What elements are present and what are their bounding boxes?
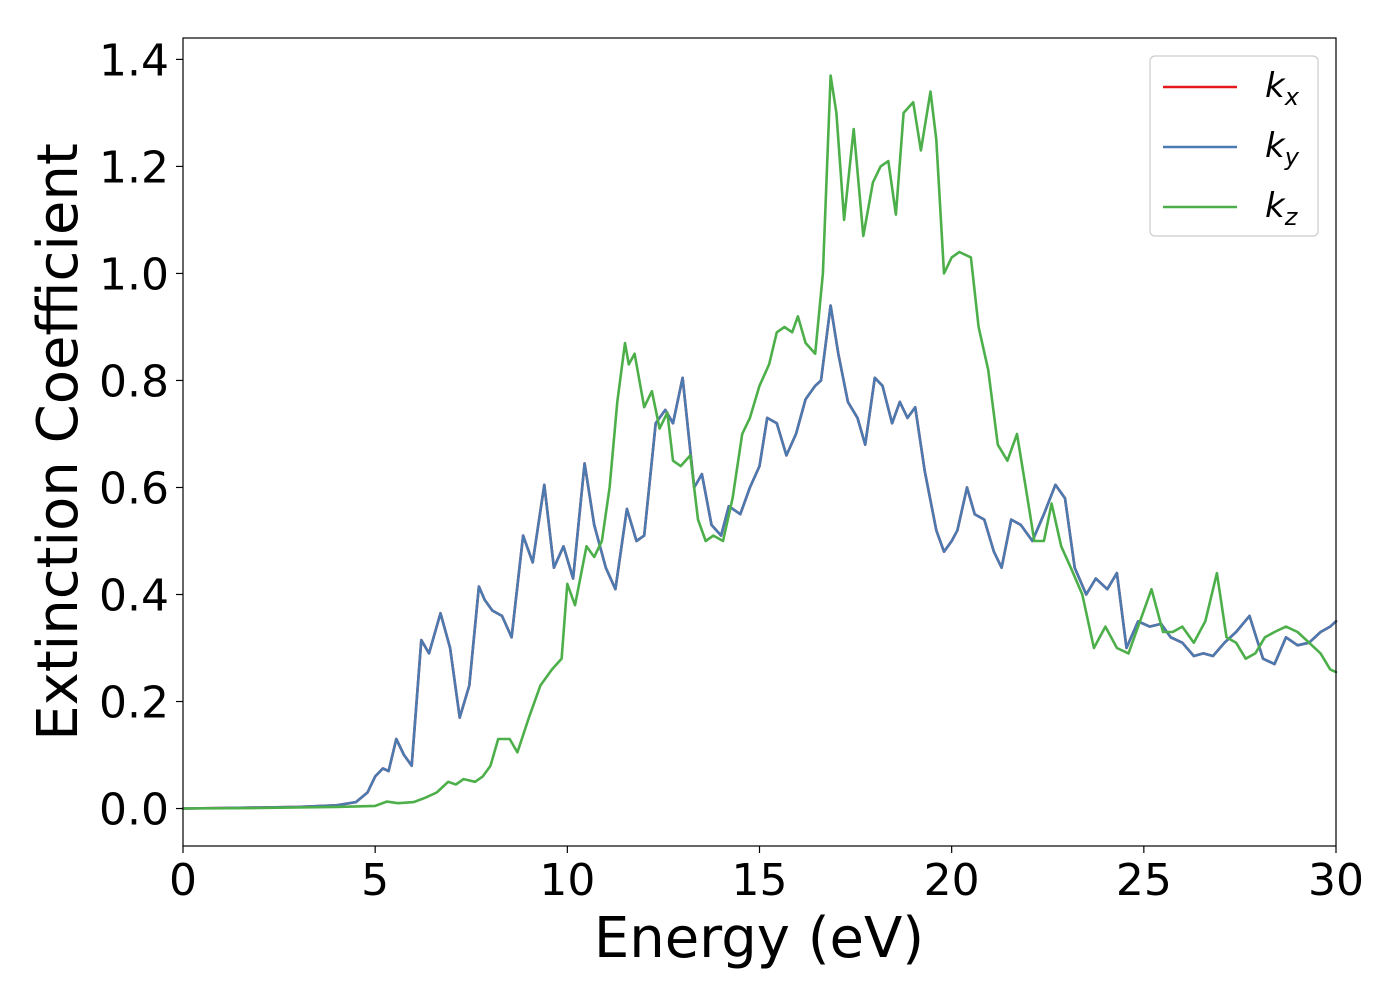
legend-label-base: k [1265,186,1286,226]
x-tick-label: 0 [169,855,197,906]
y-axis-label: Extinction Coefficient [26,143,91,741]
x-tick-label: 10 [539,855,595,906]
x-tick-label: 25 [1116,855,1172,906]
legend-label-base: k [1265,126,1286,166]
x-tick-label: 20 [924,855,980,906]
legend-label-subscript: z [1284,203,1299,231]
plot-lines [181,74,1338,810]
legend-label-y: ky [1265,126,1300,171]
series-line-x [181,304,1338,810]
y-tick-label: 0.8 [99,356,169,407]
y-tick-label: 1.2 [99,142,169,193]
series-line-y [181,304,1338,810]
legend-label-z: kz [1265,186,1299,231]
y-tick-label: 0.4 [99,571,169,622]
x-axis-label: Energy (eV) [594,906,924,971]
x-axis-ticks: 0 5 10 15 20 25 30 [169,846,1364,906]
y-tick-label: 1.0 [99,249,169,300]
y-tick-label: 0.2 [99,678,169,729]
legend-label-x: kx [1265,66,1300,111]
x-tick-label: 30 [1308,855,1364,906]
y-tick-label: 0.6 [99,463,169,514]
y-tick-label: 0.0 [99,785,169,836]
y-axis-ticks: 0.0 0.2 0.4 0.6 0.8 1.0 1.2 1.4 [99,35,183,836]
series-line-z [181,74,1338,810]
legend-label-subscript: x [1284,83,1300,111]
legend-label-subscript: y [1284,143,1300,171]
x-tick-label: 5 [361,855,389,906]
legend-label-base: k [1265,66,1286,106]
y-tick-label: 1.4 [99,35,169,86]
x-tick-label: 15 [732,855,788,906]
